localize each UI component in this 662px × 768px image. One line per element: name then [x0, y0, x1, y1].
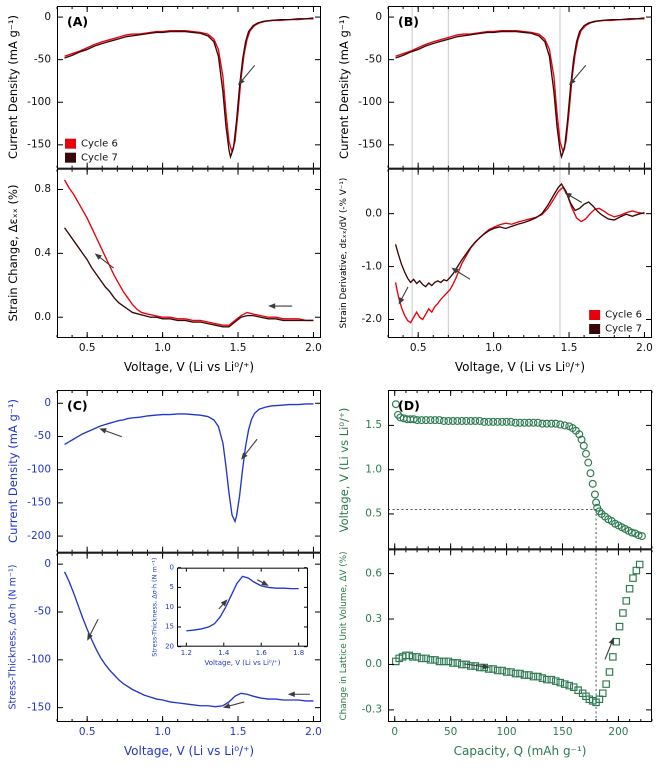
- panel-b-xlabel: Voltage, V (Li vs Li⁰/⁺): [454, 360, 586, 374]
- panel-d-top-ylabel: Voltage, V (Li vs Li⁰/⁺): [337, 407, 351, 533]
- panel-b-letter: (B): [398, 14, 419, 29]
- panel-d-xlabel: Capacity, Q (mAh g⁻¹): [453, 744, 587, 758]
- panel-c-top-ylabel: Current Density (mA g⁻¹): [6, 399, 20, 544]
- panel-d-bottom-ylabel: Change in Lattice Unit Volume, ΔV (%): [339, 551, 349, 721]
- panel-c: (C) Current Density (mA g⁻¹) Stress-Thic…: [0, 384, 331, 768]
- panel-b: (B) Current Density (mA g⁻¹) Strain Deri…: [331, 0, 662, 384]
- panel-c-xlabel: Voltage, V (Li vs Li⁰/⁺): [123, 744, 255, 758]
- panel-b-top-ylabel: Current Density (mA g⁻¹): [337, 15, 351, 160]
- panel-a-bottom-ylabel: Strain Change, Δεₓₓ (%): [6, 184, 20, 322]
- panel-d-plot-canvas: [331, 384, 662, 768]
- panel-c-plot-canvas: [0, 384, 331, 768]
- panel-a-letter: (A): [67, 14, 89, 29]
- panel-b-plot-canvas: [331, 0, 662, 384]
- panel-c-letter: (C): [67, 398, 88, 413]
- panel-c-bottom-ylabel: Stress-Thickness, Δσ·h (N m⁻¹): [7, 564, 19, 710]
- panel-a-plot-canvas: [0, 0, 331, 384]
- panel-a-xlabel: Voltage, V (Li vs Li⁰/⁺): [123, 360, 255, 374]
- panel-b-bottom-ylabel: Strain Derivative, dεₓₓ/dV (-% V⁻¹): [339, 177, 349, 329]
- panel-a: (A) Current Density (mA g⁻¹) Strain Chan…: [0, 0, 331, 384]
- panel-a-top-ylabel: Current Density (mA g⁻¹): [6, 15, 20, 160]
- panel-d: (D) Voltage, V (Li vs Li⁰/⁺) Change in L…: [331, 384, 662, 768]
- panel-d-letter: (D): [398, 398, 420, 413]
